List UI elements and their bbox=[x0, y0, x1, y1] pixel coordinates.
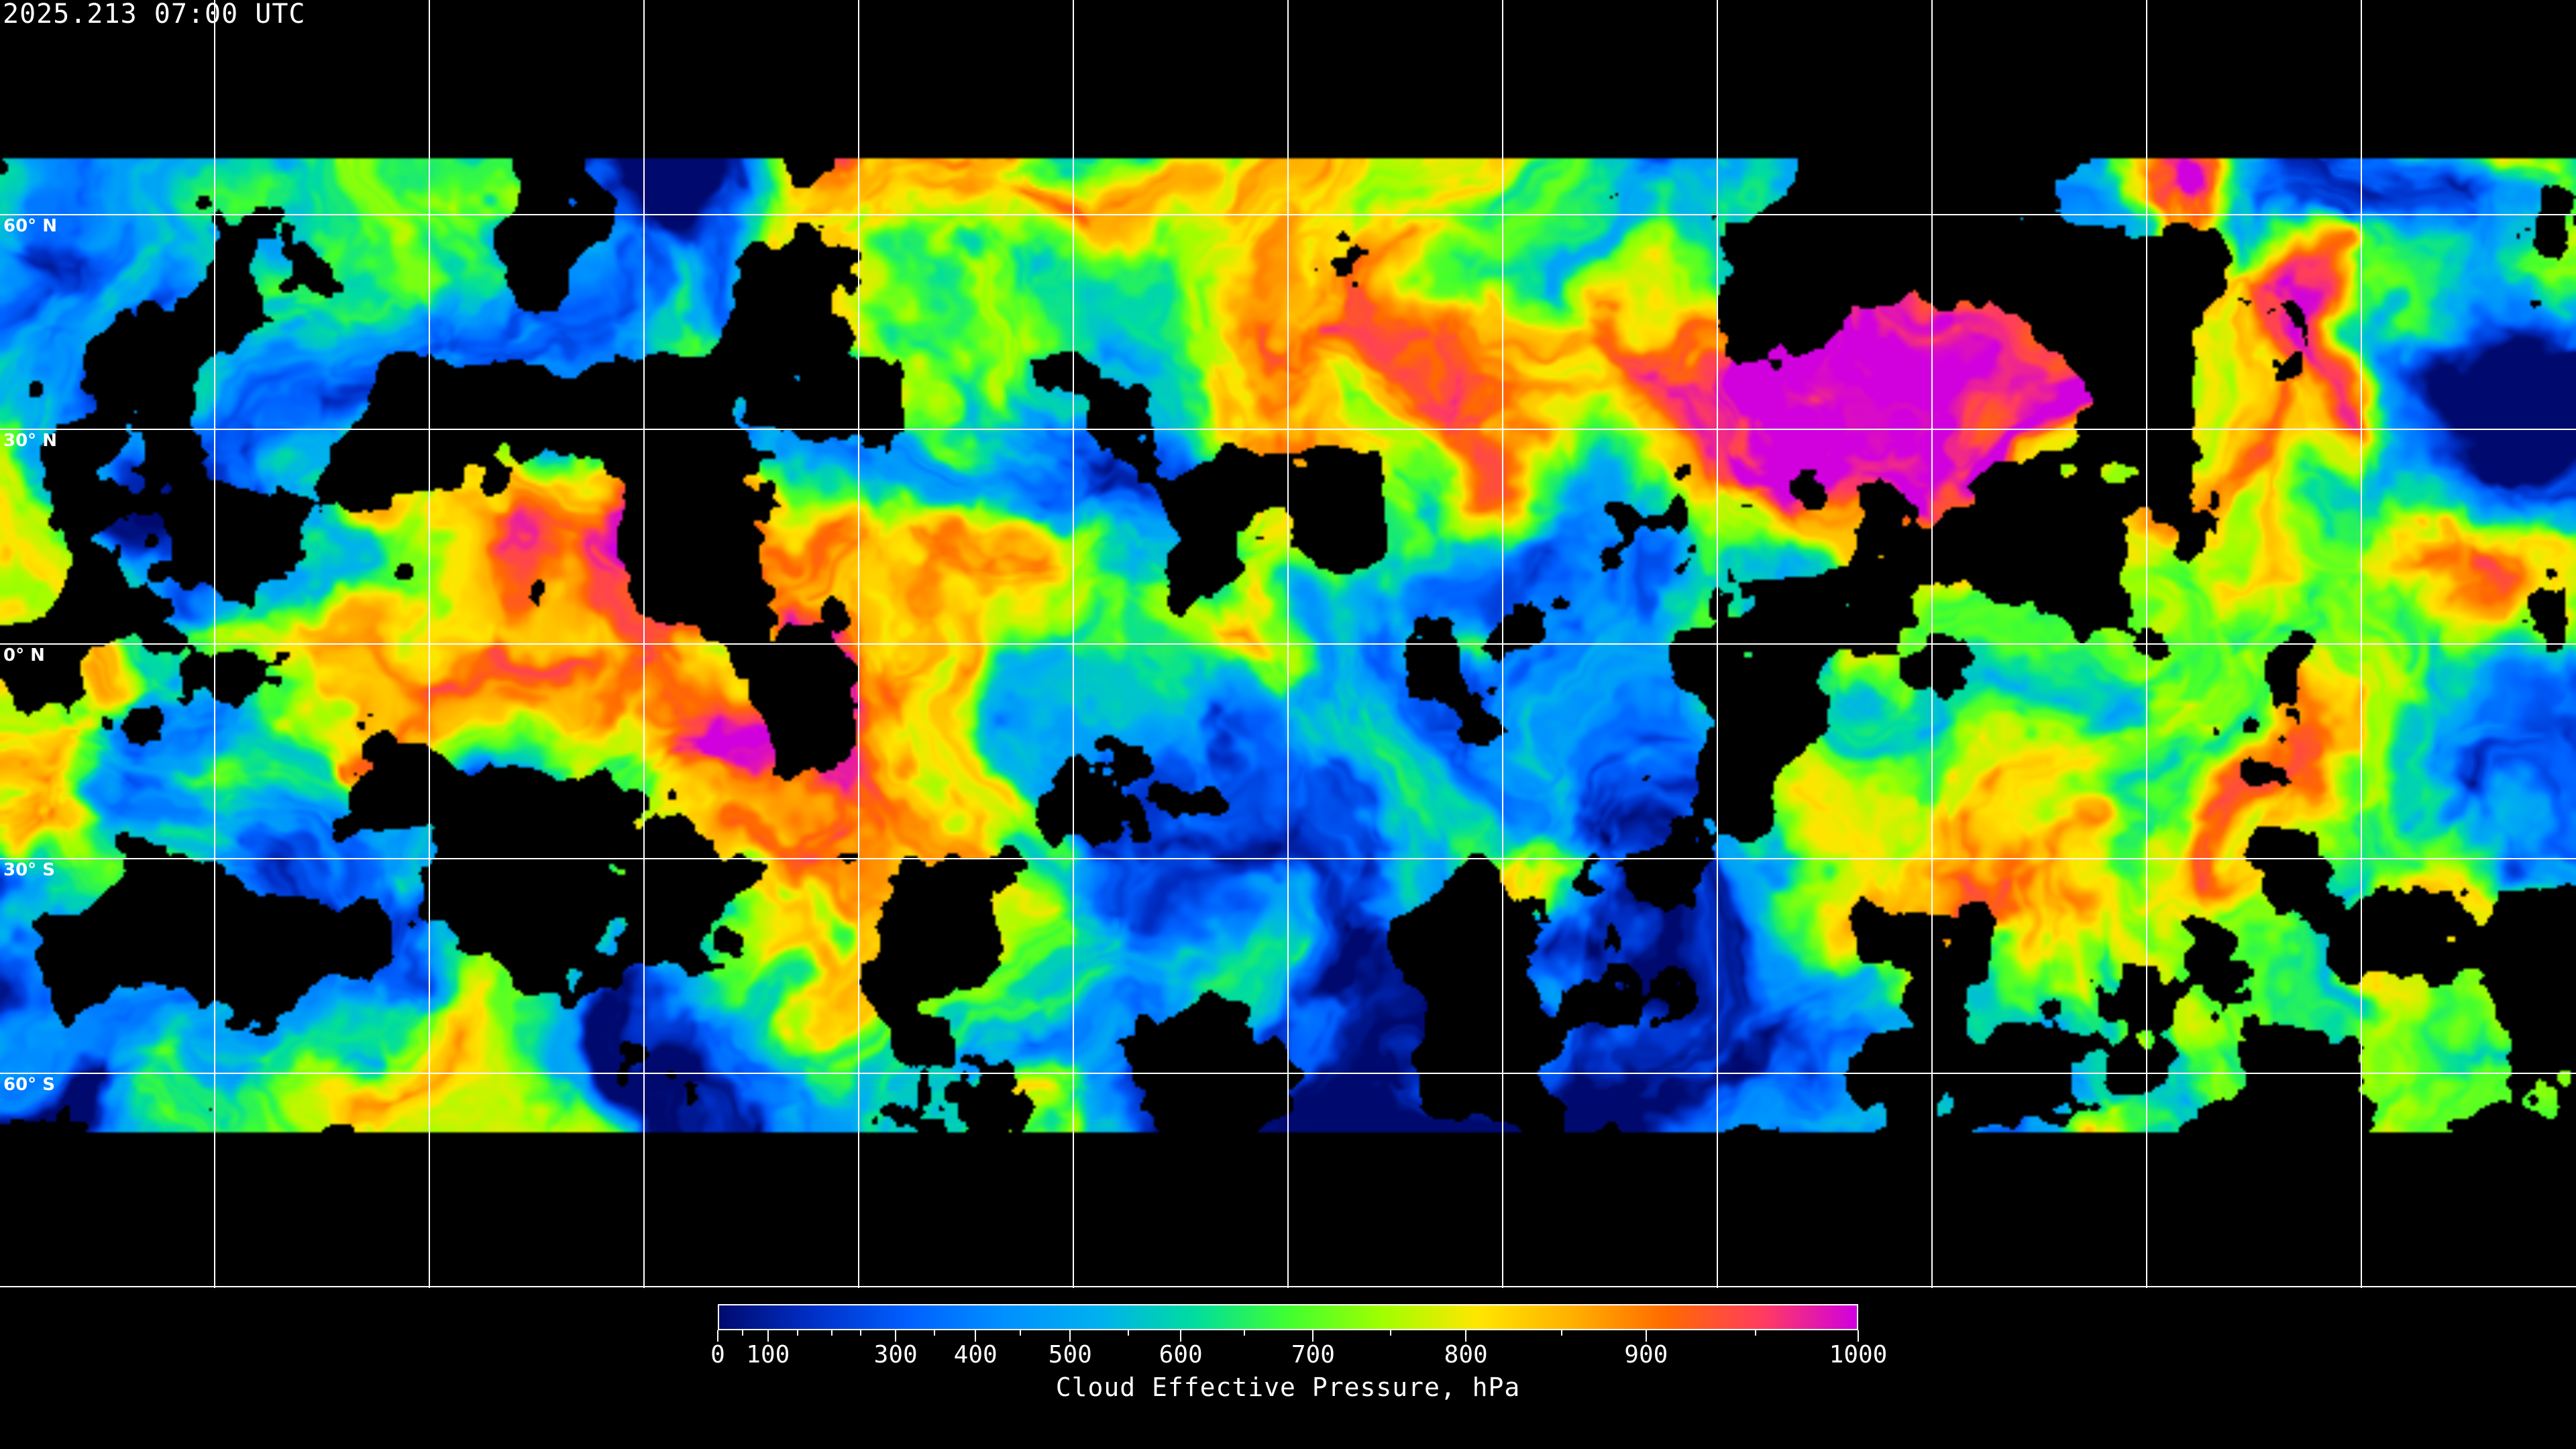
colorbar-minor-tick bbox=[742, 1330, 744, 1336]
colorbar-minor-tick bbox=[797, 1330, 798, 1336]
colorbar-title: Cloud Effective Pressure, hPa bbox=[1055, 1373, 1521, 1402]
colorbar-major-tick bbox=[975, 1330, 977, 1342]
colorbar bbox=[718, 1304, 1858, 1330]
colorbar-minor-tick bbox=[1019, 1330, 1021, 1336]
colorbar-minor-tick bbox=[1390, 1330, 1391, 1336]
colorbar-minor-tick bbox=[831, 1330, 833, 1336]
colorbar-tick-label: 300 bbox=[873, 1341, 918, 1368]
lat-label-30s: 30° S bbox=[3, 860, 55, 880]
colorbar-tick-label: 700 bbox=[1291, 1341, 1335, 1368]
colorbar-major-tick bbox=[1069, 1330, 1071, 1342]
colorbar-major-tick bbox=[1858, 1330, 1859, 1342]
colorbar-tick-label: 100 bbox=[746, 1341, 790, 1368]
colorbar-major-tick bbox=[1312, 1330, 1314, 1342]
colorbar-minor-tick bbox=[934, 1330, 935, 1336]
colorbar-tick-label: 400 bbox=[953, 1341, 998, 1368]
colorbar-minor-tick bbox=[1561, 1330, 1562, 1336]
lat-label-0: 0° N bbox=[3, 645, 45, 665]
colorbar-minor-tick bbox=[1128, 1330, 1129, 1336]
colorbar-tick-label: 800 bbox=[1444, 1341, 1488, 1368]
colorbar-minor-tick bbox=[1244, 1330, 1246, 1336]
timestamp: 2025.213 07:00 UTC bbox=[3, 0, 306, 30]
colorbar-major-tick bbox=[895, 1330, 897, 1342]
map-grid bbox=[0, 0, 2576, 1288]
lat-label-60s: 60° S bbox=[3, 1075, 55, 1095]
colorbar-minor-tick bbox=[1755, 1330, 1756, 1336]
colorbar-major-tick bbox=[717, 1330, 718, 1342]
colorbar-tick-label: 1000 bbox=[1829, 1341, 1888, 1368]
colorbar-tick-label: 500 bbox=[1048, 1341, 1092, 1368]
colorbar-major-tick bbox=[1645, 1330, 1647, 1342]
lat-label-30n: 30° N bbox=[3, 431, 57, 451]
colorbar-tick-label: 0 bbox=[710, 1341, 725, 1368]
colorbar-major-tick bbox=[1180, 1330, 1182, 1342]
colorbar-tick-label: 900 bbox=[1624, 1341, 1668, 1368]
lat-label-60n: 60° N bbox=[3, 216, 57, 236]
colorbar-minor-tick bbox=[859, 1330, 861, 1336]
colorbar-major-tick bbox=[767, 1330, 769, 1342]
colorbar-tick-label: 600 bbox=[1159, 1341, 1203, 1368]
colorbar-major-tick bbox=[1465, 1330, 1467, 1342]
cloud-pressure-map: 2025.213 07:00 UTC 60° N 30° N 0° N 30° … bbox=[0, 0, 2576, 1288]
colorbar-ticks: 0 100 300 400 500 600 700 800 900 1000 bbox=[710, 1330, 1887, 1371]
